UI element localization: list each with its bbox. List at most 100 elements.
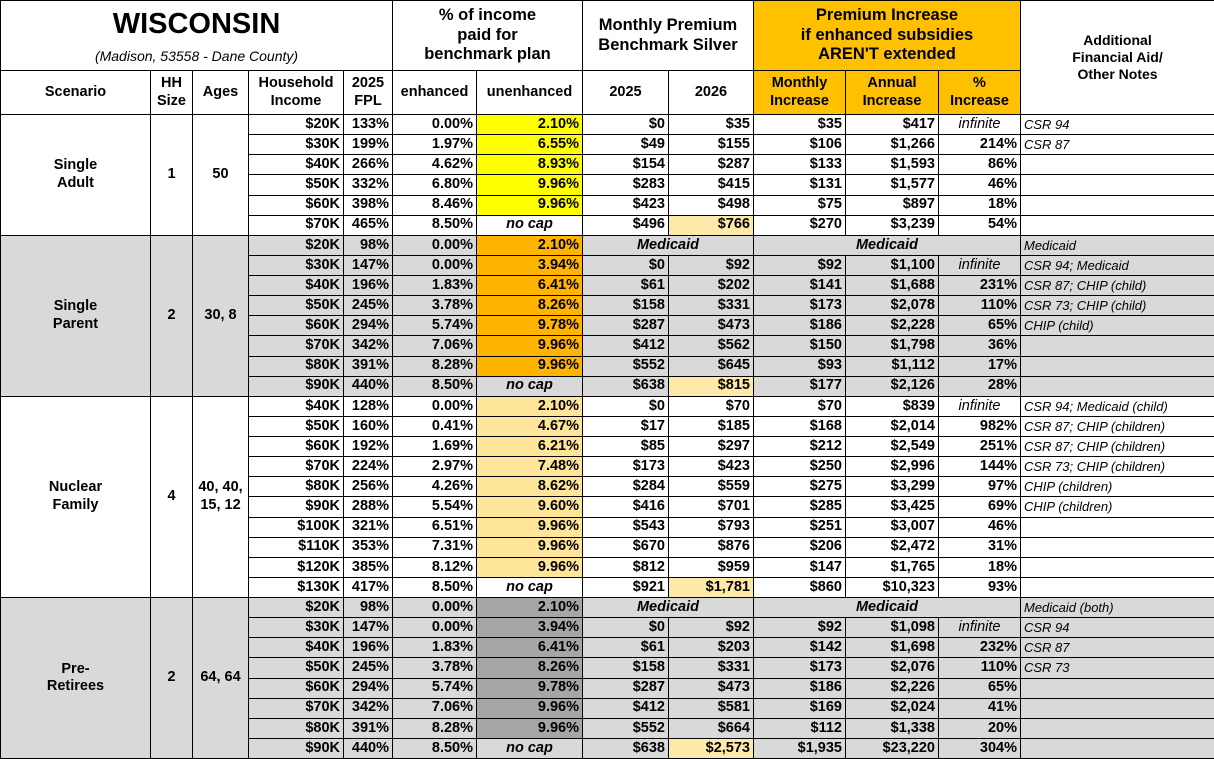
income: $120K — [248, 556, 344, 578]
p2025: $638 — [582, 375, 669, 397]
p2026: $959 — [668, 556, 754, 578]
title: WISCONSIN — [112, 7, 281, 40]
annual: $3,425 — [845, 496, 939, 518]
p2025: $0 — [582, 254, 669, 276]
column-header: Scenario — [0, 70, 151, 115]
annual: $2,078 — [845, 295, 939, 317]
unenhanced: 6.41% — [476, 637, 583, 659]
note: CSR 87 — [1020, 134, 1214, 156]
scenario: Single Parent — [0, 234, 151, 397]
fpl: 440% — [343, 375, 393, 397]
annual: $2,228 — [845, 315, 939, 337]
annual: $1,112 — [845, 355, 939, 377]
p2025: $0 — [582, 395, 669, 417]
pct: 251% — [938, 436, 1021, 458]
monthly: $212 — [753, 436, 846, 458]
column-header: HH Size — [150, 70, 193, 115]
column-header: Annual Increase — [845, 70, 939, 115]
fpl: 192% — [343, 436, 393, 458]
fpl: 160% — [343, 415, 393, 437]
p2025: $416 — [582, 496, 669, 518]
income: $90K — [248, 737, 344, 759]
income: $20K — [248, 597, 344, 619]
monthly: $285 — [753, 496, 846, 518]
pct: 232% — [938, 637, 1021, 659]
ages: 40, 40, 15, 12 — [192, 395, 249, 598]
income: $70K — [248, 456, 344, 478]
income: $70K — [248, 335, 344, 357]
pct: infinite — [938, 395, 1021, 417]
enhanced: 1.83% — [392, 637, 477, 659]
enhanced: 6.51% — [392, 516, 477, 538]
pct: 18% — [938, 194, 1021, 216]
p2025: $0 — [582, 114, 669, 136]
p2025: $61 — [582, 637, 669, 659]
annual: $2,226 — [845, 677, 939, 699]
hh-size: 2 — [150, 234, 193, 397]
pct: 93% — [938, 576, 1021, 598]
fpl: 147% — [343, 617, 393, 639]
annual: $3,239 — [845, 214, 939, 236]
unenhanced: no cap — [476, 576, 583, 598]
monthly: $275 — [753, 476, 846, 498]
income: $60K — [248, 194, 344, 216]
note: CSR 94; Medicaid — [1020, 254, 1214, 276]
increase: Medicaid — [753, 234, 1021, 256]
enhanced: 8.50% — [392, 214, 477, 236]
unenhanced: no cap — [476, 375, 583, 397]
fpl: 417% — [343, 576, 393, 598]
p2026: $766 — [668, 214, 754, 236]
p2026: $793 — [668, 516, 754, 538]
ages: 50 — [192, 114, 249, 236]
scenario: Pre- Retirees — [0, 597, 151, 759]
enhanced: 7.06% — [392, 335, 477, 357]
note — [1020, 355, 1214, 377]
enhanced: 8.46% — [392, 194, 477, 216]
p2026: $70 — [668, 395, 754, 417]
monthly: $150 — [753, 335, 846, 357]
monthly: $206 — [753, 536, 846, 558]
income: $70K — [248, 697, 344, 719]
unenhanced: 4.67% — [476, 415, 583, 437]
scenario: Nuclear Family — [0, 395, 151, 598]
column-header: % Increase — [938, 70, 1021, 115]
unenhanced: 7.48% — [476, 456, 583, 478]
unenhanced: 2.10% — [476, 234, 583, 256]
note — [1020, 737, 1214, 759]
p2025: $85 — [582, 436, 669, 458]
fpl: 294% — [343, 315, 393, 337]
note: CSR 73 — [1020, 657, 1214, 679]
annual: $3,007 — [845, 516, 939, 538]
p2026: $415 — [668, 174, 754, 196]
premium: Medicaid — [582, 234, 754, 256]
p2025: $423 — [582, 194, 669, 216]
monthly: $1,935 — [753, 737, 846, 759]
unenhanced: 8.26% — [476, 295, 583, 317]
monthly: $131 — [753, 174, 846, 196]
p2026: $185 — [668, 415, 754, 437]
p2026: $815 — [668, 375, 754, 397]
enhanced: 1.69% — [392, 436, 477, 458]
unenhanced: 9.96% — [476, 355, 583, 377]
p2026: $645 — [668, 355, 754, 377]
header-increase: Premium Increase if enhanced subsidies A… — [753, 0, 1021, 71]
note: CSR 94 — [1020, 617, 1214, 639]
note — [1020, 576, 1214, 598]
note: CSR 73; CHIP (child) — [1020, 295, 1214, 317]
column-header: enhanced — [392, 70, 477, 115]
p2025: $412 — [582, 697, 669, 719]
monthly: $250 — [753, 456, 846, 478]
pct: 97% — [938, 476, 1021, 498]
income: $60K — [248, 315, 344, 337]
p2025: $49 — [582, 134, 669, 156]
income: $50K — [248, 657, 344, 679]
unenhanced: 9.96% — [476, 717, 583, 739]
p2026: $92 — [668, 617, 754, 639]
p2026: $92 — [668, 254, 754, 276]
unenhanced: 9.96% — [476, 697, 583, 719]
income: $60K — [248, 677, 344, 699]
enhanced: 8.50% — [392, 576, 477, 598]
unenhanced: 9.96% — [476, 174, 583, 196]
annual: $1,338 — [845, 717, 939, 739]
monthly: $186 — [753, 315, 846, 337]
